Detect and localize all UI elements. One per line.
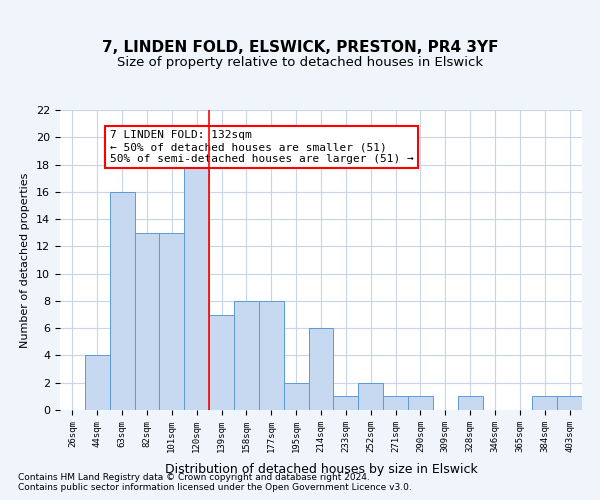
Bar: [557, 396, 582, 410]
Text: 7 LINDEN FOLD: 132sqm
← 50% of detached houses are smaller (51)
50% of semi-deta: 7 LINDEN FOLD: 132sqm ← 50% of detached …: [110, 130, 413, 164]
Y-axis label: Number of detached properties: Number of detached properties: [20, 172, 31, 348]
Text: 7, LINDEN FOLD, ELSWICK, PRESTON, PR4 3YF: 7, LINDEN FOLD, ELSWICK, PRESTON, PR4 3Y…: [102, 40, 498, 55]
Bar: [209, 314, 234, 410]
Bar: [160, 232, 184, 410]
Text: Contains public sector information licensed under the Open Government Licence v3: Contains public sector information licen…: [18, 483, 412, 492]
Bar: [234, 301, 259, 410]
Bar: [408, 396, 433, 410]
Bar: [134, 232, 160, 410]
Bar: [259, 301, 284, 410]
Text: Contains HM Land Registry data © Crown copyright and database right 2024.: Contains HM Land Registry data © Crown c…: [18, 473, 370, 482]
Bar: [458, 396, 482, 410]
Bar: [532, 396, 557, 410]
Bar: [383, 396, 408, 410]
Bar: [358, 382, 383, 410]
Bar: [110, 192, 134, 410]
Bar: [334, 396, 358, 410]
Bar: [85, 356, 110, 410]
Text: Size of property relative to detached houses in Elswick: Size of property relative to detached ho…: [117, 56, 483, 69]
Bar: [284, 382, 308, 410]
X-axis label: Distribution of detached houses by size in Elswick: Distribution of detached houses by size …: [164, 463, 478, 476]
Bar: [184, 164, 209, 410]
Bar: [308, 328, 334, 410]
